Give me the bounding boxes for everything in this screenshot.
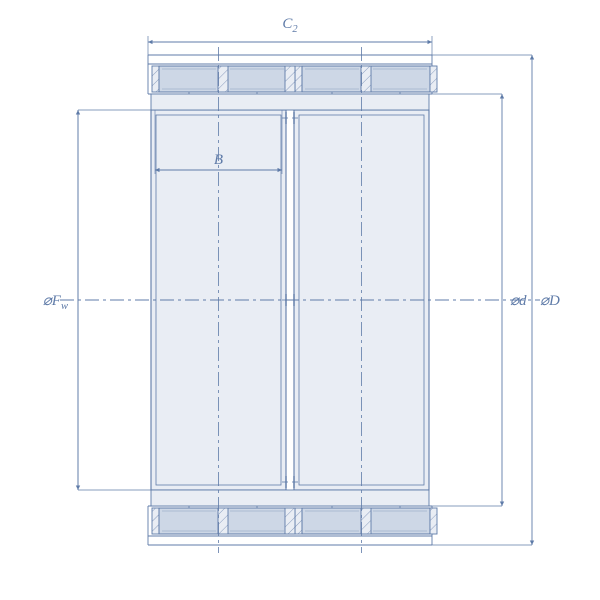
roller [370,66,430,92]
roller [227,508,287,534]
bearing-diagram: C2 B ⌀Fw ⌀d ⌀D [43,16,560,553]
roller [370,508,430,534]
label-phi-d: ⌀d [510,293,527,309]
roller [302,66,362,92]
ring-spacer [361,66,371,92]
ring-spacer [285,508,295,534]
ring-flange [430,66,437,92]
ring-flange [152,66,159,92]
ring-spacer [218,66,228,92]
roller [159,508,219,534]
label-phi-fw: ⌀Fw [43,293,68,312]
roller [302,508,362,534]
roller [227,66,287,92]
label-b: B [214,152,223,168]
ring-flange [295,66,302,92]
ring-spacer [361,508,371,534]
roller [159,66,219,92]
ring-spacer [218,508,228,534]
ring-flange [152,508,159,534]
ring-spacer [285,66,295,92]
ring-flange [295,508,302,534]
label-c2: C2 [282,16,298,35]
label-phi-D: ⌀D [540,293,560,309]
ring-flange [430,508,437,534]
